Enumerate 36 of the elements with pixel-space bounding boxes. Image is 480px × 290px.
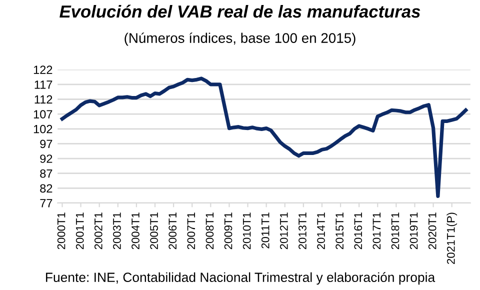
- x-tick-label: 2004T1: [132, 212, 140, 250]
- chart-subtitle: (Números índices, base 100 en 2015): [124, 32, 356, 46]
- y-tick-label: 117: [34, 80, 52, 89]
- y-tick-label: 87: [40, 169, 52, 178]
- x-tick-label: 2016T1: [354, 212, 362, 250]
- x-tick-label: 2003T1: [113, 212, 121, 250]
- x-tick-label: 2002T1: [94, 212, 102, 250]
- y-tick-label: 122: [34, 66, 52, 74]
- y-tick-label: 92: [40, 154, 52, 163]
- x-tick-label: 2019T1: [410, 212, 418, 250]
- x-tick-label: 2001T1: [76, 212, 84, 250]
- y-tick-label: 107: [34, 110, 52, 118]
- x-tick-label: 2015T1: [336, 212, 344, 250]
- y-tick-label: 82: [40, 184, 52, 193]
- x-tick-label: 2020T1: [428, 212, 436, 250]
- x-tick-label: 2018T1: [391, 212, 400, 250]
- x-tick-label: 2005T1: [150, 212, 158, 250]
- chart-title: Evolución del VAB real de las manufacturas: [60, 4, 420, 18]
- x-tick-label: 2008T1: [206, 212, 214, 250]
- x-tick-label: 2010T1: [242, 212, 251, 250]
- x-tick-label: 2011T1: [261, 212, 270, 248]
- x-tick-label: 2017T1: [372, 212, 381, 250]
- x-tick-label: 2014T1: [317, 212, 325, 250]
- x-tick-label: 2013T1: [298, 212, 306, 250]
- source-note: Fuente: INE, Contabilidad Nacional Trimestral y elaboración propia: [46, 272, 436, 285]
- y-tick-label: 102: [34, 124, 52, 134]
- y-tick-label: 77: [40, 199, 52, 208]
- y-tick-label: 97: [40, 140, 52, 148]
- x-tick-label: 2007T1: [187, 212, 196, 250]
- line-series: [60, 76, 468, 198]
- y-tick-label: 112: [34, 95, 52, 104]
- x-tick-label: 2021T1(P): [446, 212, 458, 264]
- x-tick-label: 2006T1: [168, 212, 177, 250]
- x-tick-label: 2009T1: [224, 212, 232, 250]
- x-tick-label: 2000T1: [57, 212, 66, 250]
- x-tick-label: 2012T1: [280, 212, 288, 250]
